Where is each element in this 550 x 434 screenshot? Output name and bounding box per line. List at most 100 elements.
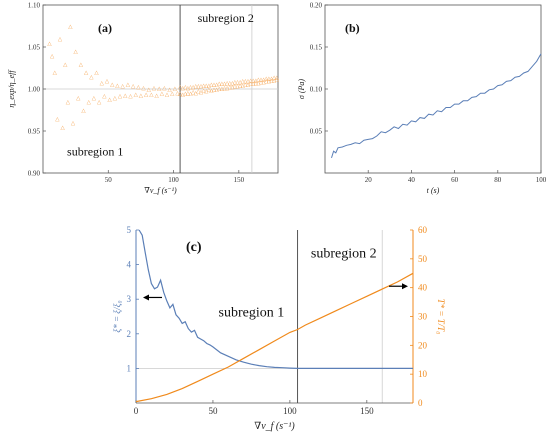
x-tick-label: 150	[360, 406, 374, 416]
data-point: △	[66, 100, 71, 106]
region-annotation: subregion 2	[311, 247, 377, 262]
data-point: △	[225, 80, 230, 86]
left-tick-label: 4	[127, 260, 132, 270]
data-point: △	[230, 80, 235, 86]
data-point: △	[183, 91, 188, 97]
left-arrow-head	[143, 294, 149, 301]
data-point: △	[238, 83, 243, 89]
y-axis-label: σ (Pa)	[297, 79, 306, 99]
data-point: △	[141, 85, 146, 91]
data-point: △	[212, 82, 217, 88]
data-point: △	[264, 76, 269, 82]
data-point: △	[199, 90, 204, 96]
data-point: △	[191, 84, 196, 90]
data-point: △	[154, 93, 159, 99]
x-tick-label: 0	[134, 406, 139, 416]
data-point: △	[262, 77, 267, 83]
y-tick-label: 0.90	[28, 170, 41, 178]
data-point: △	[264, 79, 269, 85]
right-tick-label: 10	[418, 369, 428, 379]
data-point: △	[225, 85, 230, 91]
data-point: △	[168, 87, 173, 93]
right-tick-label: 30	[418, 312, 428, 322]
data-point: △	[79, 62, 84, 68]
data-point: △	[275, 77, 280, 83]
data-point: △	[204, 89, 209, 95]
data-point: △	[275, 75, 280, 81]
panel-b: 0.05 0.10 0.15 0.20 20 40 60 80 100 (b) σ (Pa) t (s…	[297, 2, 547, 196]
right-tick-label: 60	[418, 225, 428, 235]
left-tick-label: 3	[127, 294, 132, 304]
data-point: △	[170, 91, 175, 97]
data-point: △	[269, 76, 274, 82]
left-tick-label: 2	[127, 329, 132, 339]
data-point: △	[113, 95, 118, 101]
data-point: △	[76, 95, 81, 101]
data-point: △	[251, 78, 256, 84]
x-tick-label: 40	[408, 176, 416, 184]
y-tick-label: 1.10	[28, 2, 41, 10]
right-tick-label: 50	[418, 254, 428, 264]
data-point: △	[241, 79, 246, 85]
data-point: △	[267, 76, 272, 82]
data-point: △	[233, 79, 238, 85]
data-point: △	[60, 125, 65, 131]
data-point: △	[53, 70, 58, 76]
data-point: △	[126, 82, 131, 88]
data-point: △	[81, 108, 86, 114]
data-point: △	[181, 85, 186, 91]
data-point: △	[121, 84, 126, 90]
data-point: △	[235, 79, 240, 85]
data-point: △	[230, 84, 235, 90]
panel-label: (a)	[98, 21, 112, 35]
data-point: △	[100, 80, 105, 86]
data-point: △	[256, 77, 261, 83]
data-point: △	[196, 89, 201, 95]
x-tick-label: 20	[365, 176, 373, 184]
data-point: △	[222, 81, 227, 87]
data-point: △	[165, 92, 170, 98]
data-point: △	[175, 90, 180, 96]
data-point: △	[144, 92, 149, 98]
data-point: △	[183, 84, 188, 90]
data-point: △	[233, 84, 238, 90]
data-point: △	[228, 84, 233, 90]
data-point: △	[157, 86, 162, 92]
y-tick-label: 0.95	[28, 128, 41, 136]
y-tick-label: 0.05	[310, 128, 323, 136]
data-point: △	[262, 79, 267, 85]
xi-line	[138, 229, 413, 369]
data-point: △	[92, 95, 97, 101]
x-tick-label: 60	[451, 176, 459, 184]
data-point: △	[102, 94, 107, 100]
data-point: △	[181, 92, 186, 98]
data-point: △	[136, 84, 141, 90]
x-axis-label: ∇v_f (s⁻¹)	[254, 421, 295, 432]
data-point: △	[74, 49, 79, 55]
data-point: △	[178, 84, 183, 90]
data-point: △	[215, 82, 220, 88]
data-point: △	[68, 24, 73, 30]
y-tick-label: 0.20	[310, 2, 323, 10]
data-point: △	[222, 85, 227, 91]
data-point: △	[259, 79, 264, 85]
y-tick-label: 0.15	[310, 44, 323, 52]
left-tick-label: 1	[127, 363, 132, 373]
x-tick-label: 100	[168, 176, 179, 184]
x-axis-label: ∇v_f (s⁻¹)	[144, 186, 177, 195]
data-point: △	[147, 87, 152, 93]
data-point: △	[201, 88, 206, 94]
data-point: △	[128, 94, 133, 100]
left-axis-label: ξ* = ξ/ξ₀	[112, 300, 122, 332]
data-point: △	[272, 75, 277, 81]
data-point: △	[186, 85, 191, 91]
data-point: △	[267, 79, 272, 85]
data-point: △	[160, 91, 165, 97]
data-point: △	[235, 84, 240, 90]
x-axis-label: t (s)	[427, 186, 440, 195]
data-point: △	[246, 79, 251, 85]
data-point: △	[107, 97, 112, 103]
data-point: △	[254, 80, 259, 86]
region-annotation: subregion 1	[67, 144, 123, 158]
